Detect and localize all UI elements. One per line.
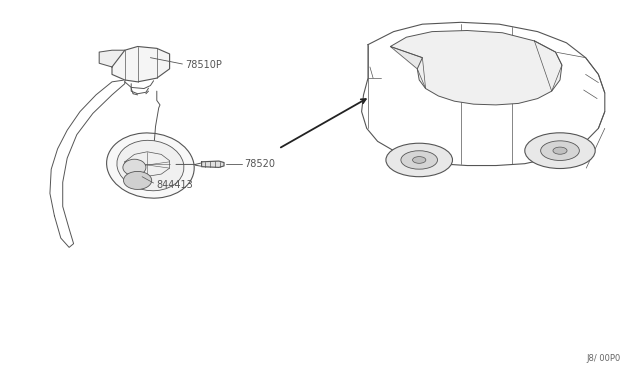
Polygon shape [202, 161, 224, 167]
Ellipse shape [541, 141, 579, 160]
Text: 844413: 844413 [157, 180, 193, 190]
Ellipse shape [401, 151, 438, 169]
Text: 78510P: 78510P [186, 60, 223, 70]
Ellipse shape [525, 133, 595, 169]
Text: 78520: 78520 [244, 159, 275, 169]
Ellipse shape [413, 157, 426, 163]
Ellipse shape [124, 171, 152, 189]
Text: J8/ 00P0: J8/ 00P0 [586, 354, 621, 363]
Polygon shape [390, 46, 426, 89]
Polygon shape [112, 46, 170, 82]
Ellipse shape [117, 140, 184, 191]
Ellipse shape [123, 159, 146, 176]
Ellipse shape [386, 143, 452, 177]
Ellipse shape [553, 147, 567, 154]
Polygon shape [390, 31, 562, 105]
Polygon shape [99, 50, 125, 67]
Polygon shape [534, 41, 562, 91]
Ellipse shape [107, 133, 194, 198]
